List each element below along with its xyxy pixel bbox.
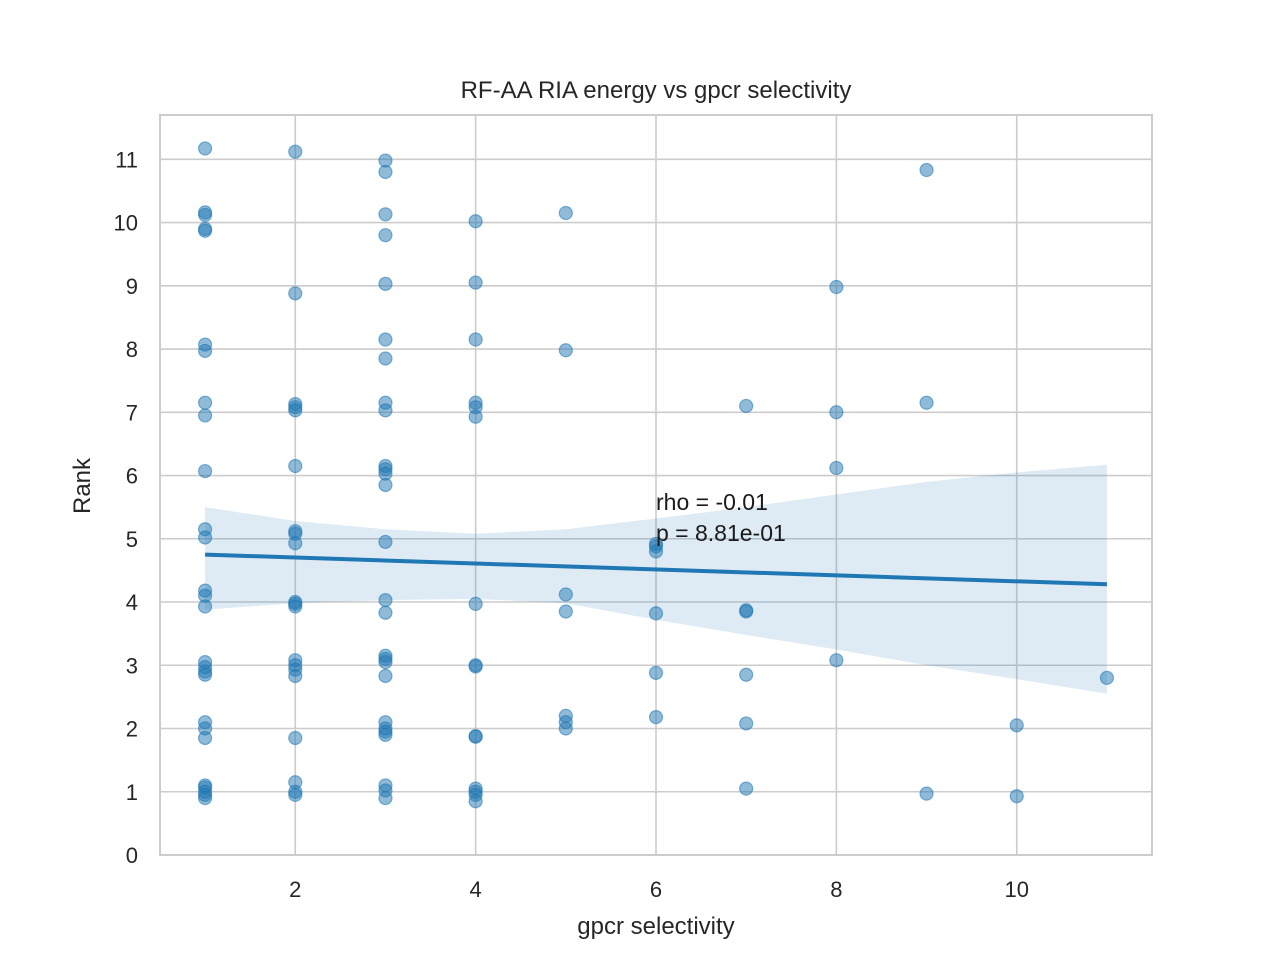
scatter-point — [288, 536, 303, 551]
scatter-point — [378, 790, 393, 806]
scatter-point — [648, 544, 664, 559]
scatter-point — [648, 665, 664, 680]
scatter-point — [378, 605, 393, 620]
scatter-point — [197, 395, 213, 410]
scatter-point — [648, 710, 664, 725]
plot-frame — [159, 114, 1153, 856]
annotation-p-value: p = 8.81e-01 — [656, 520, 786, 546]
scatter-point — [739, 667, 754, 682]
scatter-point — [558, 343, 573, 358]
scatter-point — [468, 332, 483, 347]
chart-title: RF-AA RIA energy vs gpcr selectivity — [461, 77, 852, 104]
scatter-point — [288, 144, 303, 159]
scatter-point — [197, 530, 213, 545]
scatter-point — [197, 599, 213, 614]
scatter-point — [468, 275, 483, 290]
scatter-point — [558, 205, 573, 221]
y-tick-label: 3 — [126, 653, 138, 678]
scatter-point — [468, 729, 483, 744]
scatter-point — [197, 343, 213, 359]
scatter-point — [288, 286, 303, 301]
y-tick-label: 2 — [126, 717, 138, 742]
scatter-point — [378, 351, 393, 366]
scatter-point — [558, 721, 573, 736]
scatter-point — [378, 164, 393, 180]
scatter-point — [829, 405, 844, 420]
scatter-point — [919, 395, 934, 410]
scatter-point — [378, 228, 393, 243]
y-tick-label: 5 — [126, 527, 138, 552]
scatter-point — [739, 716, 754, 731]
scatter-point — [288, 403, 303, 418]
scatter-point — [919, 786, 934, 801]
regression — [205, 552, 1107, 587]
scatter-point — [288, 458, 303, 474]
y-tick-label: 7 — [126, 400, 138, 425]
scatter-point — [197, 207, 213, 223]
scatter-point — [739, 604, 754, 619]
scatter-point — [739, 781, 754, 796]
scatter-point — [468, 659, 483, 674]
scatter-point — [1099, 670, 1115, 686]
scatter-point — [378, 593, 393, 608]
x-axis-label: gpcr selectivity — [577, 913, 734, 940]
y-tick-label: 11 — [115, 147, 138, 172]
scatter-point — [378, 207, 393, 222]
scatter-point — [378, 534, 393, 550]
y-tick-label: 6 — [126, 464, 138, 489]
y-tick-label: 4 — [126, 590, 138, 615]
y-tick-label: 9 — [126, 274, 138, 299]
scatter-point — [558, 587, 573, 602]
scatter-point — [378, 654, 393, 670]
scatter-point — [739, 398, 754, 414]
scatter-point — [829, 653, 844, 668]
scatter-point — [197, 141, 213, 156]
y-tick-label: 8 — [126, 337, 138, 362]
scatter-point — [197, 667, 213, 682]
scatter-point — [468, 214, 483, 229]
scatter-point — [468, 409, 483, 424]
scatter-point — [197, 790, 213, 806]
scatter-point — [829, 279, 844, 295]
scatter-point — [1009, 789, 1024, 804]
scatter-point — [829, 460, 844, 476]
annotation-rho: rho = -0.01 — [656, 489, 768, 515]
x-tick-label: 6 — [650, 877, 662, 902]
scatter-point — [919, 162, 934, 178]
regression-line — [205, 552, 1107, 587]
y-tick-label: 1 — [126, 780, 138, 805]
scatter-point — [378, 668, 393, 684]
x-tick-label: 2 — [289, 877, 301, 902]
scatter-point — [648, 606, 664, 621]
x-tick-label: 4 — [470, 877, 482, 902]
scatter-point — [468, 596, 483, 612]
scatter-point — [468, 794, 483, 809]
scatter-point — [288, 730, 303, 746]
scatter-point — [378, 477, 393, 493]
y-tick-label: 10 — [114, 211, 138, 236]
scatter-point — [197, 408, 213, 423]
confidence-band — [205, 464, 1107, 694]
scatter-point — [378, 727, 393, 742]
x-tick-labels: 2 4 6 8 10 — [289, 877, 1029, 902]
scatter-point — [378, 403, 393, 418]
y-tick-labels: 0 1 2 3 4 5 6 7 8 9 10 11 — [114, 147, 138, 868]
scatter-point — [197, 730, 213, 746]
data-points — [197, 141, 1115, 809]
scatter-point — [378, 276, 393, 291]
y-axis-label: Rank — [69, 457, 96, 514]
scatter-point — [558, 604, 573, 619]
scatter-point — [288, 787, 303, 803]
scatter-point — [378, 332, 393, 347]
scatter-point — [288, 599, 303, 614]
scatter-point — [197, 223, 213, 238]
scatter-point — [197, 463, 213, 479]
scatter-point — [288, 668, 303, 684]
y-tick-label: 0 — [126, 843, 138, 868]
x-tick-label: 8 — [830, 877, 842, 902]
ci-band — [205, 464, 1107, 694]
x-tick-label: 10 — [1004, 877, 1028, 902]
scatter-point — [1009, 718, 1024, 733]
